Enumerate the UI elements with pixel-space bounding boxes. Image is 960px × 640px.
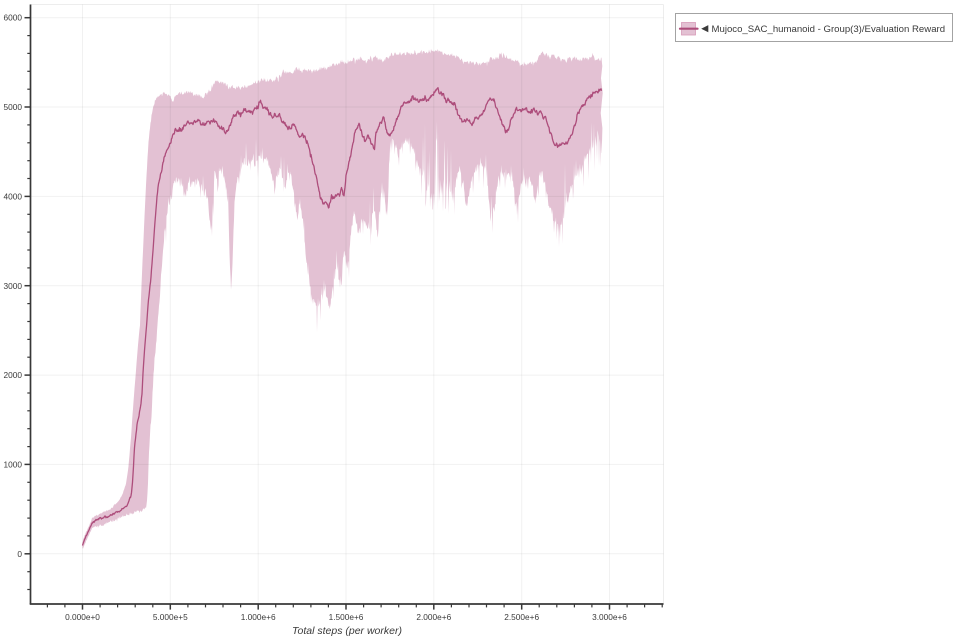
svg-text:5.000e+5: 5.000e+5 xyxy=(153,612,188,622)
svg-text:0: 0 xyxy=(17,549,22,559)
svg-text:3000: 3000 xyxy=(4,281,23,291)
svg-text:3.000e+6: 3.000e+6 xyxy=(592,612,627,622)
svg-text:0.000e+0: 0.000e+0 xyxy=(65,612,100,622)
svg-text:1.500e+6: 1.500e+6 xyxy=(329,612,364,622)
svg-text:Mujoco_SAC_humanoid - Group(3): Mujoco_SAC_humanoid - Group(3)/Evaluatio… xyxy=(712,24,946,35)
svg-text:Total steps (per worker): Total steps (per worker) xyxy=(292,625,402,637)
svg-text:1000: 1000 xyxy=(4,459,23,469)
svg-text:2.000e+6: 2.000e+6 xyxy=(416,612,451,622)
svg-text:2.500e+6: 2.500e+6 xyxy=(504,612,539,622)
svg-text:1.000e+6: 1.000e+6 xyxy=(241,612,276,622)
svg-text:2000: 2000 xyxy=(4,370,23,380)
svg-text:4000: 4000 xyxy=(4,191,23,201)
svg-text:5000: 5000 xyxy=(4,102,23,112)
svg-text:6000: 6000 xyxy=(4,13,23,23)
